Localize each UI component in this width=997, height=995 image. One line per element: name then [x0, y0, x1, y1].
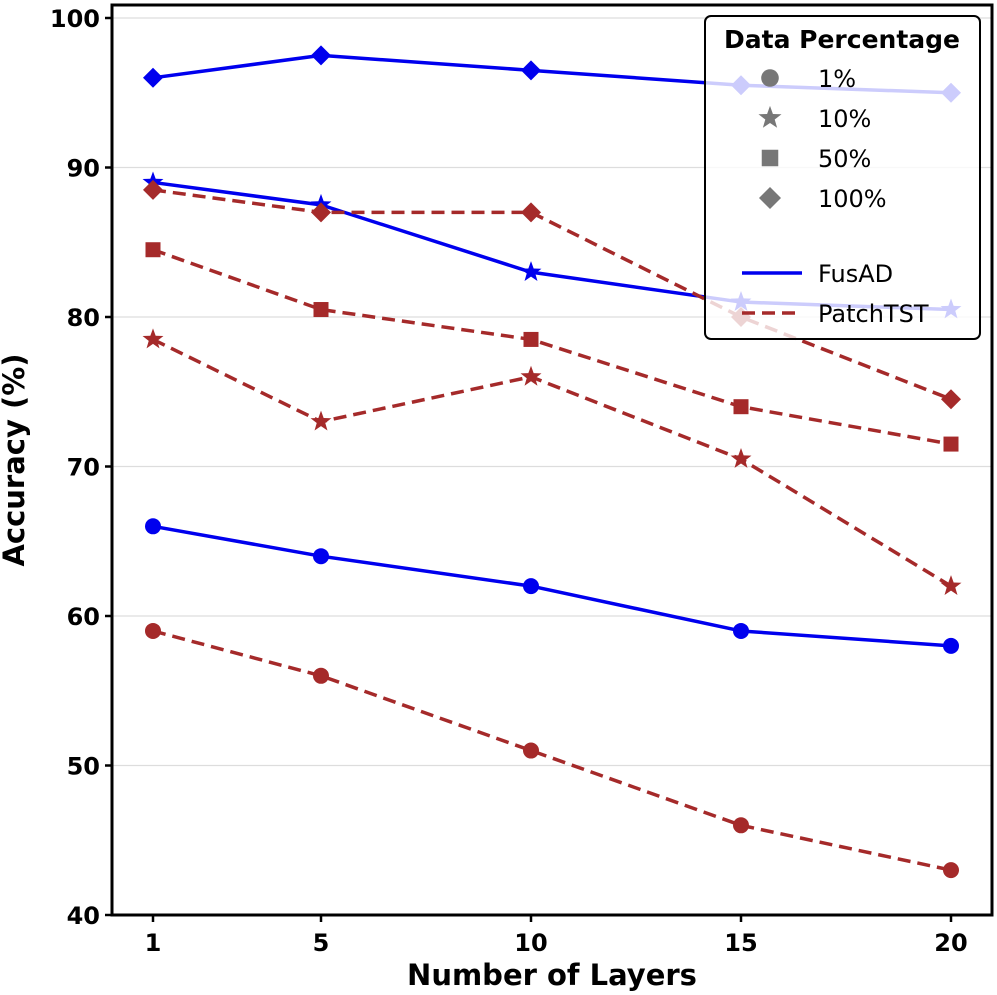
- y-tick-label: 70: [67, 454, 100, 482]
- x-tick-label: 10: [514, 929, 547, 957]
- data-point: [943, 637, 959, 654]
- series-patchtst-10-: [142, 328, 962, 595]
- data-point: [313, 667, 329, 684]
- x-tick-label: 15: [724, 929, 757, 957]
- data-point: [940, 575, 962, 595]
- data-point: [523, 578, 539, 595]
- data-point: [145, 242, 161, 258]
- x-tick-label: 20: [934, 929, 967, 957]
- data-point: [313, 302, 329, 318]
- series-line: [152, 629, 952, 872]
- data-point: [145, 622, 161, 639]
- data-point: [311, 202, 331, 223]
- series-layer: [142, 45, 962, 879]
- y-tick-label: 40: [67, 902, 100, 930]
- data-point: [313, 548, 329, 565]
- grid-lines: [112, 17, 992, 916]
- data-point: [143, 179, 163, 200]
- legend-circle-marker: [761, 69, 779, 87]
- y-tick-label: 100: [50, 5, 100, 33]
- legend-square-marker: [761, 149, 779, 167]
- data-point: [310, 410, 332, 431]
- data-point: [142, 328, 164, 349]
- y-tick-label: 80: [67, 304, 100, 332]
- y-tick-label: 50: [67, 753, 100, 781]
- data-point: [730, 448, 752, 468]
- data-point: [520, 261, 542, 282]
- series-patchtst-50-: [145, 242, 959, 452]
- legend-label: 100%: [818, 185, 887, 213]
- series-line: [152, 524, 952, 648]
- plot-frame: [110, 3, 994, 917]
- data-point: [733, 817, 749, 834]
- data-point: [520, 365, 542, 386]
- data-point: [311, 45, 331, 66]
- x-tick-label: 5: [313, 929, 330, 957]
- series-fusad-1-: [145, 518, 959, 654]
- x-axis-title: Number of Layers: [407, 958, 697, 992]
- data-point: [145, 518, 161, 535]
- series-patchtst-1-: [145, 622, 959, 879]
- legend: Data Percentage 1% 10% 50% 100% FusAD PatchTS…: [704, 15, 981, 340]
- data-point: [943, 436, 959, 452]
- data-point: [733, 399, 749, 415]
- data-point: [941, 389, 961, 410]
- data-point: [943, 862, 959, 879]
- legend-label: 10%: [818, 105, 871, 133]
- legend-box: [704, 15, 981, 340]
- data-point: [521, 60, 541, 81]
- legend-star-marker: [758, 105, 782, 128]
- data-point: [143, 67, 163, 88]
- legend-label: 1%: [818, 65, 856, 93]
- data-point: [733, 622, 749, 639]
- y-axis-title: Accuracy (%): [0, 353, 31, 566]
- data-point: [521, 202, 541, 223]
- data-point: [523, 331, 539, 347]
- data-point: [523, 742, 539, 759]
- legend-label: PatchTST: [818, 300, 929, 328]
- y-tick-label: 90: [67, 155, 100, 183]
- x-tick-label: 1: [145, 929, 162, 957]
- legend-label: 50%: [818, 145, 871, 173]
- y-tick-label: 60: [67, 603, 100, 631]
- series-line: [152, 188, 952, 401]
- legend-title: Data Percentage: [724, 25, 960, 54]
- legend-diamond-marker: [759, 187, 781, 209]
- legend-label: FusAD: [818, 260, 893, 288]
